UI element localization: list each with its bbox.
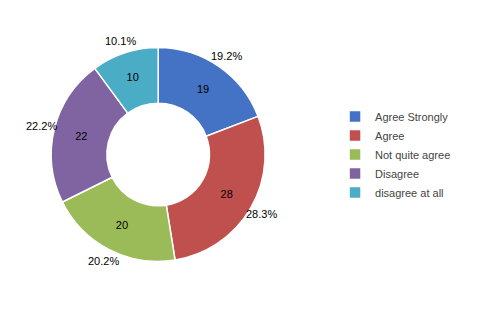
- svg-text:Not quite agree: Not quite agree: [375, 149, 450, 161]
- svg-text:22.2%: 22.2%: [26, 120, 57, 132]
- svg-text:10.1%: 10.1%: [105, 35, 136, 47]
- svg-text:Agree Strongly: Agree Strongly: [375, 111, 448, 123]
- svg-text:disagree at all: disagree at all: [375, 187, 444, 199]
- svg-text:20: 20: [116, 219, 128, 231]
- svg-text:10: 10: [127, 71, 139, 83]
- svg-text:28.3%: 28.3%: [246, 208, 277, 220]
- svg-text:Agree: Agree: [375, 130, 404, 142]
- svg-text:20.2%: 20.2%: [88, 255, 119, 267]
- svg-text:19: 19: [197, 83, 209, 95]
- svg-text:22: 22: [75, 130, 87, 142]
- svg-text:28: 28: [221, 188, 233, 200]
- svg-text:19.2%: 19.2%: [211, 50, 242, 62]
- svg-text:Disagree: Disagree: [375, 168, 419, 180]
